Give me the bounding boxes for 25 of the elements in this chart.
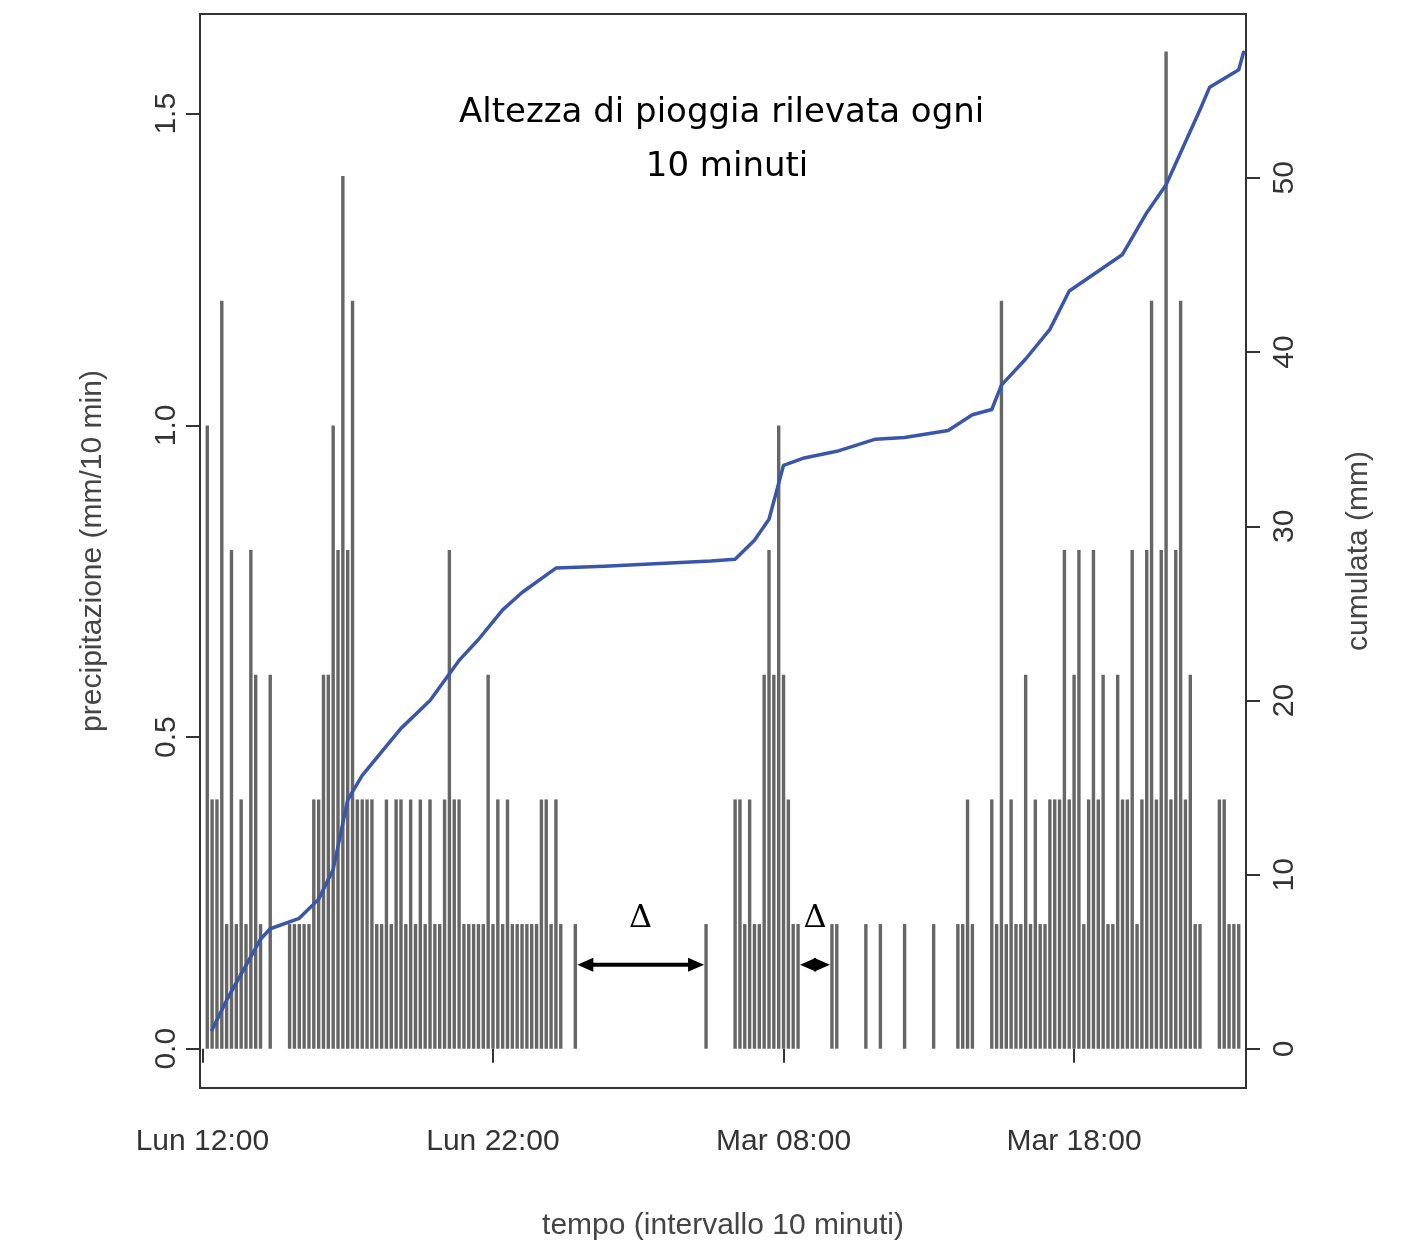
y-axis-title: precipitazione (mm/10 min) xyxy=(73,370,107,732)
y-tick-label: 1.0 xyxy=(147,404,181,447)
annotation: Δ xyxy=(803,896,827,935)
bar xyxy=(796,924,800,1049)
bar xyxy=(704,924,708,1049)
y2-tick-label: 40 xyxy=(1265,335,1299,369)
bar xyxy=(956,924,960,1049)
y-tick-label: 0.0 xyxy=(147,1027,181,1070)
x-tick-label: Mar 08:00 xyxy=(715,1122,852,1156)
x-tick-label: Lun 22:00 xyxy=(426,1122,560,1156)
y2-tick-label: 10 xyxy=(1265,858,1299,892)
y2-tick-label: 20 xyxy=(1265,683,1299,718)
y-tick-label: 0.5 xyxy=(147,716,181,758)
y2-axis-title: cumulata (mm) xyxy=(1339,450,1373,652)
line-series xyxy=(210,50,1246,1032)
y-tick-label: 1.5 xyxy=(147,92,181,135)
text: Altezza di pioggia rilevata ogni 10 minuti xyxy=(458,90,996,184)
y2-tick-label: 30 xyxy=(1265,509,1299,543)
annotation: Δ xyxy=(629,896,653,935)
bar xyxy=(864,924,868,1049)
x-axis-title: tempo (intervallo 10 minuti) xyxy=(542,1206,904,1240)
y2-tick-label: 50 xyxy=(1265,161,1299,195)
x-tick-label: Mar 18:00 xyxy=(1006,1122,1142,1156)
y2-tick-label: 0 xyxy=(1265,1040,1299,1058)
x-tick-label: Lun 12:00 xyxy=(135,1122,270,1156)
